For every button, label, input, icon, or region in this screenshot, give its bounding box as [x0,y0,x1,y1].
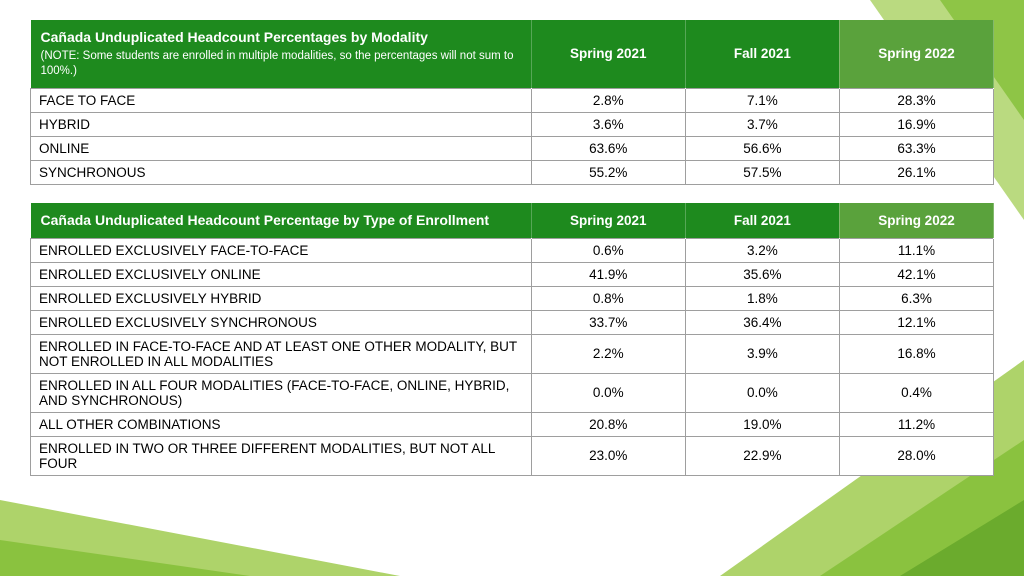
row-value: 22.9% [685,436,839,475]
row-value: 0.0% [531,373,685,412]
col-spring-2021: Spring 2021 [531,20,685,88]
row-value: 20.8% [531,412,685,436]
row-value: 23.0% [531,436,685,475]
row-value: 3.6% [531,112,685,136]
row-label: HYBRID [31,112,532,136]
table2-title-cell: Cañada Unduplicated Headcount Percentage… [31,203,532,238]
row-label: ENROLLED EXCLUSIVELY SYNCHRONOUS [31,310,532,334]
table-row: ENROLLED IN FACE-TO-FACE AND AT LEAST ON… [31,334,994,373]
table1-note: (NOTE: Some students are enrolled in mul… [41,49,521,80]
table-row: ENROLLED EXCLUSIVELY FACE-TO-FACE0.6%3.2… [31,238,994,262]
col-spring-2021: Spring 2021 [531,203,685,238]
table1-title-cell: Cañada Unduplicated Headcount Percentage… [31,20,532,88]
row-label: FACE TO FACE [31,88,532,112]
table-row: ENROLLED EXCLUSIVELY SYNCHRONOUS33.7%36.… [31,310,994,334]
row-label: ENROLLED EXCLUSIVELY HYBRID [31,286,532,310]
row-label: ONLINE [31,136,532,160]
row-value: 7.1% [685,88,839,112]
col-fall-2021: Fall 2021 [685,20,839,88]
row-value: 36.4% [685,310,839,334]
table-row: FACE TO FACE2.8%7.1%28.3% [31,88,994,112]
row-value: 55.2% [531,160,685,184]
table-header-row: Cañada Unduplicated Headcount Percentage… [31,20,994,88]
row-value: 2.2% [531,334,685,373]
row-value: 0.6% [531,238,685,262]
row-label: ENROLLED EXCLUSIVELY ONLINE [31,262,532,286]
table-row: ENROLLED EXCLUSIVELY HYBRID0.8%1.8%6.3% [31,286,994,310]
col-spring-2022: Spring 2022 [839,20,993,88]
row-value: 6.3% [839,286,993,310]
row-value: 11.1% [839,238,993,262]
row-value: 41.9% [531,262,685,286]
table-row: ONLINE63.6%56.6%63.3% [31,136,994,160]
table-row: ALL OTHER COMBINATIONS20.8%19.0%11.2% [31,412,994,436]
row-value: 28.0% [839,436,993,475]
row-value: 26.1% [839,160,993,184]
row-label: ALL OTHER COMBINATIONS [31,412,532,436]
row-value: 0.0% [685,373,839,412]
row-value: 0.4% [839,373,993,412]
table1-title: Cañada Unduplicated Headcount Percentage… [41,29,428,45]
table-header-row: Cañada Unduplicated Headcount Percentage… [31,203,994,238]
col-fall-2021: Fall 2021 [685,203,839,238]
row-value: 56.6% [685,136,839,160]
row-value: 0.8% [531,286,685,310]
col-spring-2022: Spring 2022 [839,203,993,238]
row-value: 16.8% [839,334,993,373]
table-row: HYBRID3.6%3.7%16.9% [31,112,994,136]
modality-table: Cañada Unduplicated Headcount Percentage… [30,20,994,185]
table-row: SYNCHRONOUS55.2%57.5%26.1% [31,160,994,184]
row-value: 28.3% [839,88,993,112]
row-value: 63.3% [839,136,993,160]
row-value: 35.6% [685,262,839,286]
table-row: ENROLLED IN TWO OR THREE DIFFERENT MODAL… [31,436,994,475]
row-value: 16.9% [839,112,993,136]
row-label: ENROLLED EXCLUSIVELY FACE-TO-FACE [31,238,532,262]
row-value: 33.7% [531,310,685,334]
row-value: 11.2% [839,412,993,436]
row-value: 42.1% [839,262,993,286]
row-value: 3.9% [685,334,839,373]
row-value: 63.6% [531,136,685,160]
enrollment-type-table: Cañada Unduplicated Headcount Percentage… [30,203,994,476]
row-value: 3.7% [685,112,839,136]
row-label: ENROLLED IN FACE-TO-FACE AND AT LEAST ON… [31,334,532,373]
row-value: 3.2% [685,238,839,262]
row-value: 2.8% [531,88,685,112]
table-row: ENROLLED IN ALL FOUR MODALITIES (FACE-TO… [31,373,994,412]
row-value: 19.0% [685,412,839,436]
table-row: ENROLLED EXCLUSIVELY ONLINE41.9%35.6%42.… [31,262,994,286]
row-label: SYNCHRONOUS [31,160,532,184]
row-value: 1.8% [685,286,839,310]
row-value: 12.1% [839,310,993,334]
row-label: ENROLLED IN TWO OR THREE DIFFERENT MODAL… [31,436,532,475]
row-label: ENROLLED IN ALL FOUR MODALITIES (FACE-TO… [31,373,532,412]
row-value: 57.5% [685,160,839,184]
